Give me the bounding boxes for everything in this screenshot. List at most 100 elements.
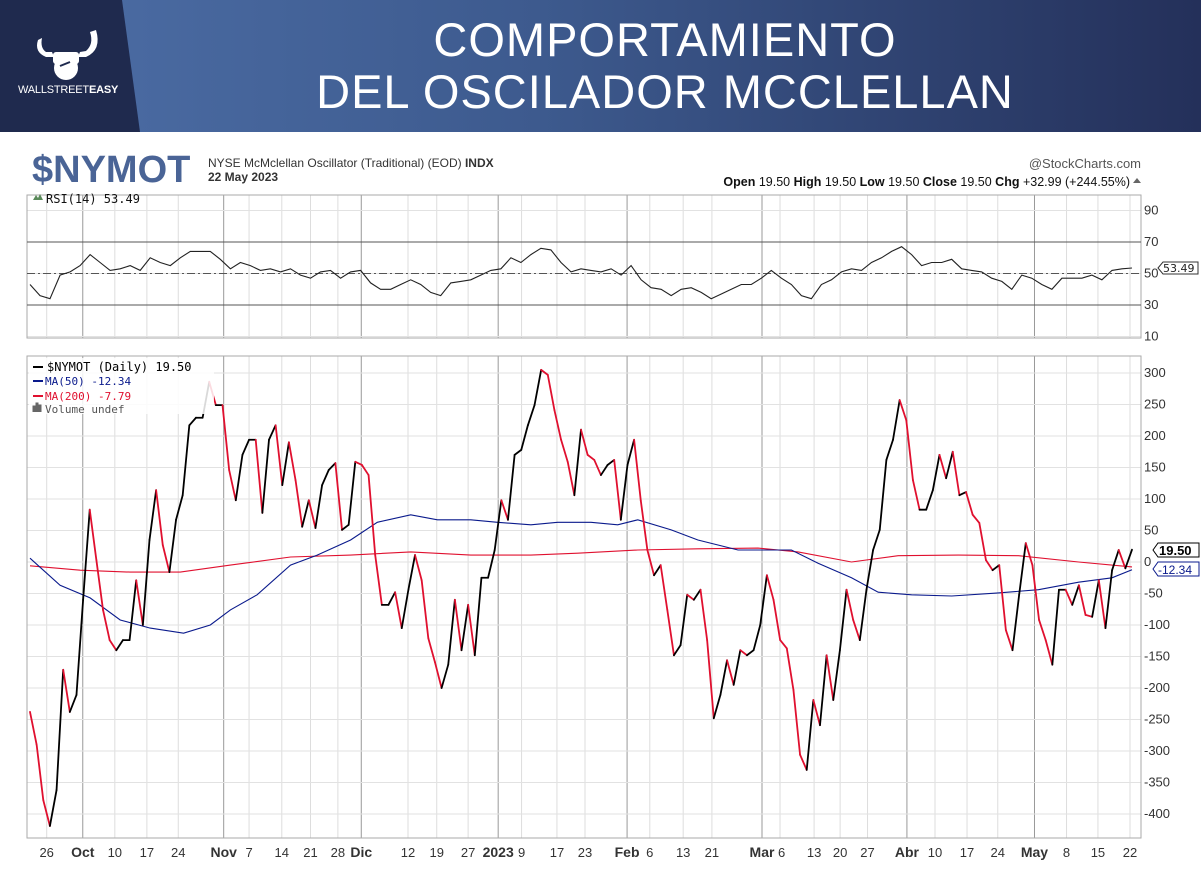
x-tick-label: 7	[245, 845, 252, 860]
price-segment	[872, 528, 881, 551]
x-tick-label: 10	[928, 845, 942, 860]
price-segment	[447, 598, 456, 666]
price-segment	[420, 579, 430, 640]
price-segment	[88, 508, 98, 562]
price-segment	[1051, 588, 1060, 666]
ma50-last-value: -12.34	[1158, 563, 1192, 577]
price-segment	[347, 460, 357, 526]
x-tick-label: May	[1021, 844, 1048, 860]
rsi-last-label: 53.49	[1157, 261, 1199, 275]
title-line-1: COMPORTAMIENTO	[433, 13, 897, 66]
price-panel	[29, 368, 1133, 827]
price-segment	[626, 438, 636, 466]
rsi-last-value: 53.49	[1163, 262, 1195, 275]
price-segment	[706, 639, 715, 720]
price-y-tick-label: -300	[1144, 743, 1170, 758]
exchange-text: INDX	[465, 156, 494, 170]
price-segment	[175, 494, 184, 521]
ma200-line	[29, 547, 1133, 573]
price-y-tick-label: 0	[1144, 554, 1151, 569]
price-y-tick-label: -200	[1144, 680, 1170, 695]
price-segment	[75, 598, 85, 696]
price-y-tick-label: -250	[1144, 712, 1170, 727]
price-segment	[779, 639, 788, 650]
price-segment	[407, 554, 416, 591]
logo: WALLSTREETEASY	[0, 0, 140, 132]
price-segment	[560, 438, 569, 463]
price-segment	[307, 499, 317, 529]
price-segment	[1004, 629, 1014, 652]
price-segment	[746, 649, 755, 657]
x-tick-label: 17	[140, 845, 154, 860]
title-line-2: DEL OSCILADOR MCCLELLAN	[316, 65, 1014, 118]
price-segment	[593, 459, 602, 476]
price-segment	[301, 499, 310, 528]
high-value: 19.50	[825, 175, 856, 189]
price-segment	[686, 593, 695, 601]
price-segment	[765, 574, 775, 601]
price-segment	[394, 591, 403, 630]
x-tick-label: 13	[676, 845, 690, 860]
price-segment	[1064, 588, 1074, 606]
legend-ma200: MA(200) -7.79	[45, 390, 131, 403]
price-segment	[108, 639, 118, 652]
logo-text-light: WALLSTREET	[18, 84, 89, 96]
price-segment	[128, 579, 138, 642]
x-tick-label: 10	[108, 845, 122, 860]
price-segment	[679, 593, 689, 647]
price-segment	[387, 591, 397, 606]
price-segment	[1011, 593, 1021, 652]
price-segment	[526, 404, 536, 427]
price-segment	[1038, 619, 1047, 642]
price-segment	[62, 668, 71, 713]
ohlc-readout: Open 19.50 High 19.50 Low 19.50 Close 19…	[723, 175, 1130, 189]
price-segment	[102, 608, 111, 642]
price-segment	[759, 574, 768, 626]
price-segment	[29, 711, 38, 746]
price-segment	[460, 603, 470, 652]
x-tick-label: Nov	[210, 844, 237, 860]
price-segment	[865, 549, 874, 591]
price-segment	[985, 559, 994, 572]
price-segment	[188, 416, 197, 427]
price-segment	[513, 448, 523, 456]
price-y-tick-label: 250	[1144, 397, 1166, 412]
price-segment	[168, 518, 177, 573]
price-y-tick-label: -100	[1144, 617, 1170, 632]
legend-ma50: MA(50) -12.34	[45, 375, 131, 388]
price-segment	[155, 489, 164, 546]
price-segment	[473, 576, 483, 657]
price-segment	[712, 694, 722, 720]
price-segment	[832, 649, 841, 701]
price-segment	[82, 508, 91, 601]
banner-header: WALLSTREETEASY COMPORTAMIENTO DEL OSCILA…	[0, 0, 1201, 132]
x-tick-label: 21	[705, 845, 719, 860]
price-segment	[493, 499, 503, 551]
price-segment	[739, 649, 748, 657]
x-tick-label: 15	[1091, 845, 1105, 860]
price-segment	[254, 438, 264, 514]
price-segment	[852, 619, 861, 642]
price-segment	[938, 453, 948, 480]
price-segment	[792, 688, 801, 756]
price-segment	[221, 404, 231, 471]
source-credit: @StockCharts.com	[1029, 156, 1141, 171]
price-y-tick-label: -400	[1144, 806, 1170, 821]
open-label: Open	[723, 175, 755, 189]
x-tick-label: 24	[171, 845, 185, 860]
price-segment	[580, 428, 589, 456]
price-segment	[135, 579, 144, 626]
price-segment	[653, 564, 662, 577]
price-segment	[354, 460, 363, 466]
price-segment	[931, 453, 941, 492]
page-title: COMPORTAMIENTO DEL OSCILADOR MCCLELLAN	[200, 14, 1130, 118]
price-segment	[453, 598, 463, 652]
price-segment	[839, 588, 848, 652]
price-segment	[845, 588, 855, 621]
price-segment	[487, 549, 496, 579]
price-y-tick-label: -350	[1144, 775, 1170, 790]
x-tick-label: 24	[991, 845, 1005, 860]
price-segment	[600, 464, 609, 476]
x-tick-label: 17	[550, 845, 564, 860]
